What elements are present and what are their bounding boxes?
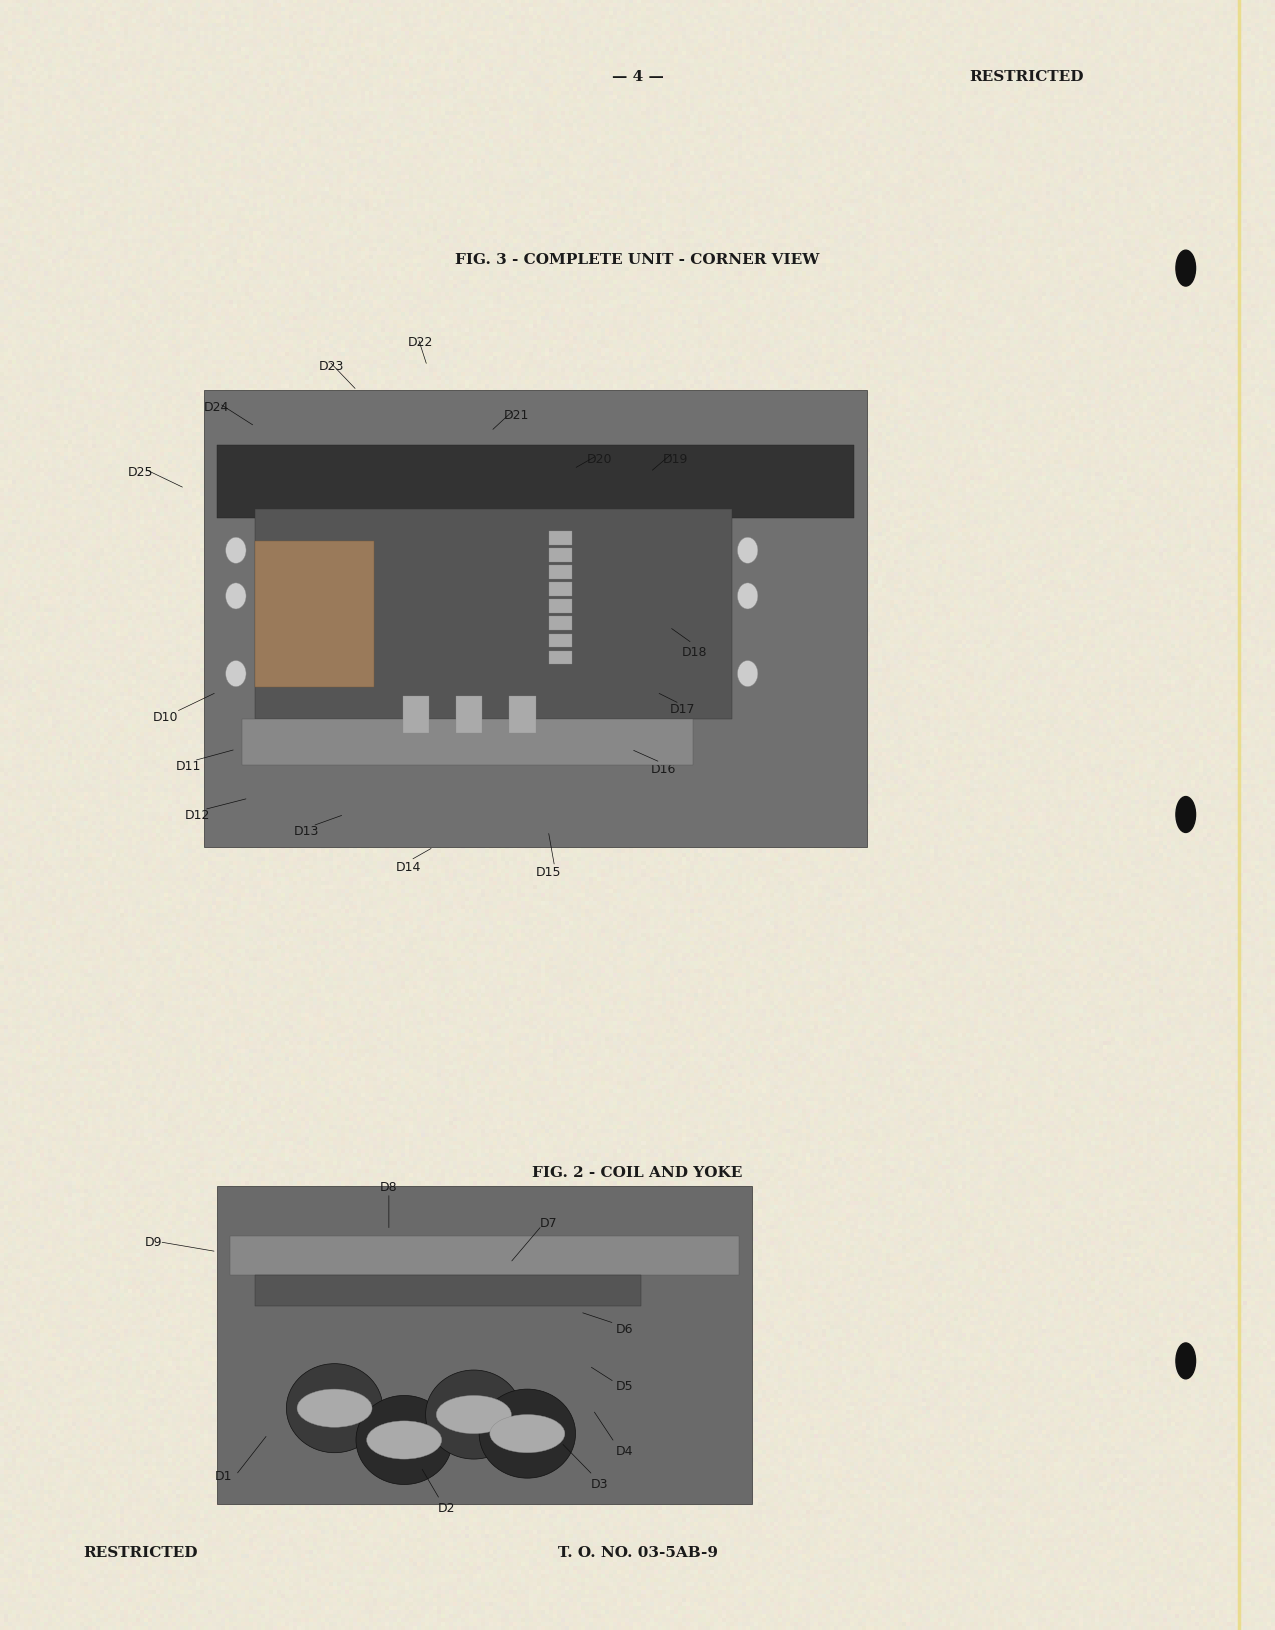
Text: D19: D19 [663, 453, 688, 466]
Text: D18: D18 [682, 645, 708, 659]
Text: D24: D24 [204, 401, 230, 414]
Ellipse shape [426, 1371, 521, 1459]
Text: D20: D20 [586, 453, 612, 466]
Text: D12: D12 [185, 808, 210, 822]
Text: — 4 —: — 4 — [612, 70, 663, 85]
Text: D3: D3 [590, 1477, 608, 1490]
Ellipse shape [436, 1395, 511, 1434]
Text: D5: D5 [616, 1379, 634, 1392]
Text: RESTRICTED: RESTRICTED [969, 70, 1084, 85]
Text: D17: D17 [669, 703, 695, 716]
Bar [548, 618, 572, 631]
Circle shape [226, 662, 246, 688]
Ellipse shape [367, 1421, 441, 1459]
Bar [217, 447, 854, 518]
Text: D10: D10 [153, 711, 179, 724]
Text: D14: D14 [395, 861, 421, 874]
Ellipse shape [1176, 797, 1196, 833]
Text: D23: D23 [319, 360, 344, 373]
Text: T. O. NO. 03-5AB-9: T. O. NO. 03-5AB-9 [557, 1545, 718, 1560]
Text: D6: D6 [616, 1322, 634, 1335]
Text: D21: D21 [504, 409, 529, 422]
Circle shape [226, 584, 246, 610]
Bar [548, 584, 572, 597]
Bar [548, 652, 572, 665]
Bar [230, 1237, 740, 1275]
Text: D16: D16 [650, 763, 676, 776]
Text: D7: D7 [539, 1216, 557, 1229]
Circle shape [226, 538, 246, 564]
Text: D4: D4 [616, 1444, 634, 1457]
Ellipse shape [297, 1389, 372, 1428]
Bar [242, 720, 694, 766]
Circle shape [737, 662, 757, 688]
Bar [548, 531, 572, 546]
Ellipse shape [479, 1389, 575, 1478]
Ellipse shape [490, 1415, 565, 1452]
Bar [548, 549, 572, 562]
Bar [255, 541, 375, 688]
Ellipse shape [1176, 1343, 1196, 1379]
Circle shape [737, 538, 757, 564]
Text: D15: D15 [536, 866, 561, 879]
Circle shape [737, 584, 757, 610]
Bar [509, 698, 536, 734]
Text: D2: D2 [437, 1501, 455, 1514]
Text: D22: D22 [408, 336, 434, 349]
Text: FIG. 2 - COIL AND YOKE: FIG. 2 - COIL AND YOKE [533, 1165, 742, 1180]
Text: D25: D25 [128, 466, 153, 479]
Text: RESTRICTED: RESTRICTED [83, 1545, 198, 1560]
Text: FIG. 3 - COMPLETE UNIT - CORNER VIEW: FIG. 3 - COMPLETE UNIT - CORNER VIEW [455, 253, 820, 267]
Text: D1: D1 [214, 1469, 232, 1482]
Bar [548, 634, 572, 649]
Bar [456, 698, 482, 734]
Text: D8: D8 [380, 1180, 398, 1193]
Text: D13: D13 [293, 825, 319, 838]
Bar [255, 510, 732, 720]
Ellipse shape [287, 1364, 382, 1452]
FancyBboxPatch shape [204, 391, 867, 848]
Bar [548, 600, 572, 615]
Bar [548, 566, 572, 580]
FancyBboxPatch shape [217, 1187, 752, 1503]
Ellipse shape [1176, 251, 1196, 287]
Bar [403, 698, 430, 734]
Ellipse shape [356, 1395, 453, 1485]
Bar [255, 1275, 640, 1307]
Text: D9: D9 [144, 1236, 162, 1249]
Text: D11: D11 [176, 760, 201, 773]
